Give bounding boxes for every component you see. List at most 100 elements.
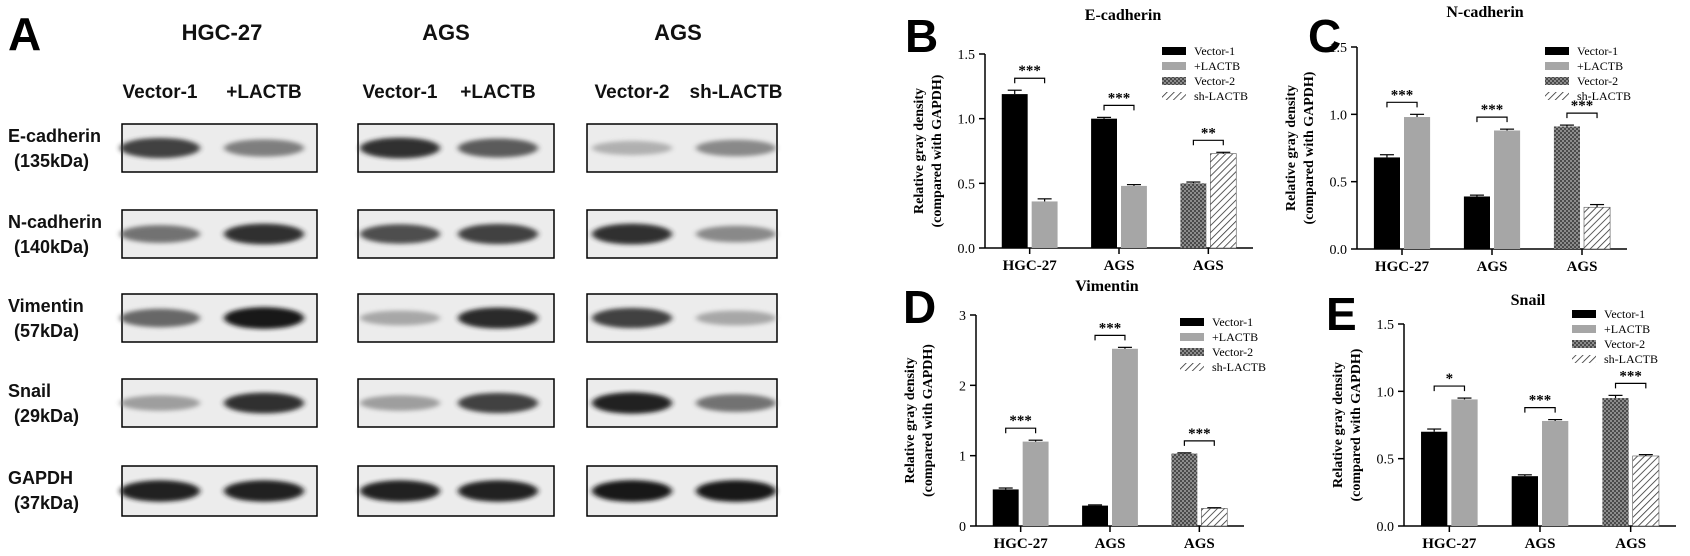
panel-letter: E <box>1326 288 1357 340</box>
group-header: AGS <box>422 20 470 45</box>
protein-band <box>458 223 538 245</box>
blot-strip <box>357 293 555 343</box>
legend-swatch <box>1545 62 1569 70</box>
chart-title: E-cadherin <box>1085 7 1162 24</box>
lane-label: sh-LACTB <box>690 82 783 103</box>
bar <box>1542 420 1569 526</box>
significance-label: *** <box>1619 368 1642 384</box>
significance-bracket <box>1094 334 1126 341</box>
protein-band <box>592 392 672 414</box>
bar <box>992 489 1019 526</box>
bar <box>1121 185 1147 248</box>
blot-strip <box>120 465 318 517</box>
protein-band <box>592 480 672 502</box>
bar <box>1404 117 1431 249</box>
legend-swatch <box>1572 310 1596 318</box>
bar <box>1210 153 1237 249</box>
y-axis-label: (compared with GAPDH) <box>930 74 945 227</box>
protein-band <box>224 307 304 329</box>
protein-band <box>458 307 538 329</box>
y-axis-label: Relative gray density <box>903 358 918 484</box>
legend-label: Vector-2 <box>1194 74 1235 88</box>
protein-band <box>224 480 304 502</box>
legend-label: sh-LACTB <box>1212 360 1266 374</box>
bar <box>1112 348 1138 526</box>
molecular-weight: (57kDa) <box>14 321 79 341</box>
protein-name: N-cadherin <box>8 212 102 232</box>
y-tick-label: 0.5 <box>1377 453 1395 468</box>
y-tick-label: 0.0 <box>1330 243 1348 258</box>
significance-label: *** <box>1571 98 1594 114</box>
significance-label: *** <box>1009 413 1032 429</box>
legend-label: Vector-1 <box>1604 307 1645 321</box>
bar <box>1463 196 1490 249</box>
protein-band <box>592 140 672 156</box>
legend-label: sh-LACTB <box>1577 89 1631 103</box>
bar <box>1421 431 1448 526</box>
bar <box>1553 126 1580 249</box>
significance-label: ** <box>1201 125 1216 141</box>
legend-label: +LACTB <box>1194 59 1240 73</box>
bar <box>1201 508 1228 527</box>
significance-bracket <box>1183 440 1215 446</box>
protein-name: Vimentin <box>8 296 84 316</box>
significance-bracket <box>1386 101 1418 108</box>
protein-band <box>696 480 776 502</box>
blot-strip <box>120 123 318 173</box>
y-tick-label: 3 <box>959 309 966 324</box>
significance-label: *** <box>1018 63 1041 79</box>
chart-title: Vimentin <box>1075 278 1139 295</box>
x-tick-label: AGS <box>1525 536 1556 552</box>
panel-a-western-blot: A HGC-27 Vector-1 +LACTB AGS Vector-1 +LACTB AG… <box>8 8 783 517</box>
legend-label: Vector-1 <box>1577 44 1618 58</box>
blot-strip <box>586 123 778 173</box>
x-tick-label: HGC-27 <box>1375 259 1430 275</box>
bar <box>1632 455 1660 527</box>
y-tick-label: 1.5 <box>1330 41 1348 56</box>
chart-d: D Vimentin Relative gray density (compared … <box>903 278 1266 552</box>
protein-name: Snail <box>8 381 51 401</box>
bar <box>1091 118 1117 249</box>
chart-c: C N-cadherin Relative gray density (compare… <box>1284 4 1631 275</box>
legend-label: +LACTB <box>1604 322 1650 336</box>
bar <box>1511 476 1538 526</box>
significance-label: *** <box>1481 102 1504 118</box>
legend-label: Vector-2 <box>1604 337 1645 351</box>
significance-bracket <box>1476 116 1508 123</box>
bar <box>1602 398 1629 526</box>
x-tick-label: HGC-27 <box>1003 258 1058 274</box>
bar <box>1022 441 1049 526</box>
lane-label: Vector-1 <box>363 82 438 103</box>
legend-swatch <box>1180 363 1204 371</box>
y-tick-label: 2 <box>959 379 966 394</box>
significance-bracket <box>1566 112 1598 119</box>
protein-band <box>592 307 672 329</box>
significance-label: *** <box>1529 393 1552 409</box>
x-tick-label: AGS <box>1095 536 1126 552</box>
molecular-weight: (135kDa) <box>14 151 89 171</box>
lane-label: +LACTB <box>226 82 301 103</box>
protein-band <box>120 480 200 502</box>
significance-label: * <box>1446 371 1454 387</box>
panel-letter: C <box>1308 10 1341 62</box>
blot-strip <box>357 465 555 517</box>
panel-letter: B <box>905 10 938 62</box>
protein-band <box>360 480 440 502</box>
protein-band <box>458 138 538 158</box>
legend-swatch <box>1572 355 1596 363</box>
chart-e: E Snail Relative gray density (compared wit… <box>1326 288 1676 552</box>
y-tick-label: 1.0 <box>1377 385 1395 400</box>
blot-strip <box>586 465 778 517</box>
protein-band <box>458 480 538 502</box>
legend-swatch <box>1545 47 1569 55</box>
significance-bracket <box>1614 382 1647 389</box>
x-tick-label: HGC-27 <box>1422 536 1477 552</box>
lane-label: Vector-1 <box>123 82 198 103</box>
protein-band <box>458 392 538 414</box>
y-tick-label: 0 <box>959 520 966 535</box>
chart-b: B E-cadherin Relative gray density (compare… <box>905 7 1253 274</box>
protein-band <box>120 225 200 243</box>
y-axis-label: (compared with GAPDH) <box>1302 71 1317 224</box>
significance-bracket <box>1014 77 1046 84</box>
